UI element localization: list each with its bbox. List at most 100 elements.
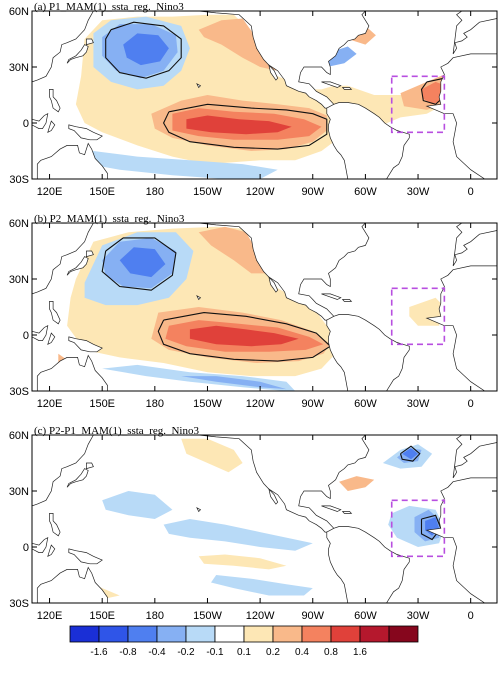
lon-label: 150W: [193, 186, 222, 198]
colorbar-label: 0.8: [324, 647, 338, 658]
colorbar-swatch: [156, 625, 187, 643]
colorbar-label: -0.1: [206, 647, 224, 658]
lat-label: 60N: [9, 218, 29, 230]
lon-label: 30W: [407, 186, 430, 198]
colorbar-swatch: [243, 625, 274, 643]
anomaly-patch: [339, 476, 375, 491]
lat-label: 0: [23, 118, 29, 130]
lat-label: 30N: [9, 486, 29, 498]
lon-label: 120W: [246, 398, 275, 410]
panel-b: (b) P2_MAM(1)_ssta_reg._Nino3 60N 30N 0 30S 1…: [0, 212, 500, 422]
anomaly-patch: [181, 376, 287, 390]
land-coastline: [36, 566, 108, 603]
panel-title: (b) P2_MAM(1)_ssta_reg._Nino3: [34, 213, 185, 225]
land-coastline: [32, 513, 33, 542]
contour-line: [157, 312, 332, 362]
land-coastline: [66, 468, 89, 488]
lon-label: 90W: [301, 610, 324, 622]
anomaly-patch: [198, 226, 268, 274]
plot-frame: [31, 434, 498, 604]
land-coastline: [196, 506, 202, 513]
plot-frame: [31, 10, 498, 180]
land-coastline: [49, 89, 61, 113]
lon-label: 0: [468, 186, 474, 198]
anomaly-patch: [119, 247, 166, 278]
land-coastline: [321, 505, 342, 512]
land-coastline: [66, 256, 89, 276]
colorbar-swatch: [127, 625, 158, 643]
map-a: (a) P1_MAM(1)_ssta_reg._Nino3 60N 30N 0 30S 1…: [9, 1, 498, 198]
land-coastline: [86, 462, 94, 470]
lat-label: 60N: [9, 430, 29, 442]
nino-region-box: [390, 75, 446, 134]
land-coastline: [452, 11, 497, 55]
lon-label: 60W: [354, 610, 377, 622]
land-coastline: [172, 223, 370, 321]
anomaly-patch: [198, 18, 278, 71]
panel-a: (a) P1_MAM(1)_ssta_reg._Nino3 60N 30N 0 30S 1…: [0, 0, 500, 210]
lon-label: 150W: [193, 398, 222, 410]
lon-label: 120E: [37, 610, 63, 622]
lat-label: 30S: [9, 386, 29, 398]
land-coastline: [391, 435, 407, 436]
contour-line: [162, 103, 328, 150]
colorbar-label: 0.4: [295, 647, 309, 658]
map-b: (b) P2_MAM(1)_ssta_reg._Nino3 60N 30N 0 30S 1…: [9, 213, 498, 410]
land-coastline: [268, 275, 279, 293]
anomaly-patch: [67, 151, 278, 179]
land-coastline: [49, 513, 61, 537]
colorbar-swatch: [359, 625, 390, 643]
land-coastline: [341, 299, 353, 302]
land-coastline: [268, 63, 279, 81]
colorbar-swatch: [214, 625, 245, 643]
land-coastline: [268, 487, 279, 505]
land-coastline: [47, 120, 56, 133]
lon-label: 120E: [37, 398, 63, 410]
land-coastline: [68, 124, 103, 141]
anomaly-patch: [163, 519, 313, 551]
land-coastline: [172, 11, 370, 109]
lon-label: 30W: [407, 398, 430, 410]
land-coastline: [32, 435, 94, 507]
lon-label: 120W: [246, 186, 275, 198]
colorbar-swatch: [330, 625, 361, 643]
colorbar-label: -0.2: [177, 647, 195, 658]
anomaly-patch: [211, 575, 313, 596]
land-coastline: [36, 354, 108, 391]
lat-label: 60N: [9, 6, 29, 18]
land-coastline: [86, 38, 94, 46]
nino-region-box: [390, 287, 446, 346]
land-coastline: [321, 81, 342, 88]
colorbar-label: 1.6: [353, 647, 367, 658]
map-c: (c) P2-P1_MAM(1)_ssta_reg._Nino3 60N 30N 0 3…: [9, 425, 498, 622]
colorbar-swatch: [98, 625, 129, 643]
colorbar-label: -0.4: [148, 647, 166, 658]
land-coastline: [341, 511, 353, 514]
land-coastline: [32, 113, 49, 129]
land-coastline: [47, 544, 56, 557]
land-coastline: [86, 250, 94, 258]
lon-label: 60W: [354, 186, 377, 198]
lon-label: 0: [468, 610, 474, 622]
panel-title: (a) P1_MAM(1)_ssta_reg._Nino3: [34, 1, 184, 13]
lat-label: 0: [23, 542, 29, 554]
land-coastline: [326, 102, 410, 179]
land-coastline: [452, 223, 497, 267]
land-coastline: [32, 223, 94, 295]
land-coastline: [196, 294, 202, 301]
anomaly-field: [32, 435, 497, 603]
lon-label: 150W: [193, 610, 222, 622]
land-coastline: [32, 325, 49, 341]
lat-label: 0: [23, 330, 29, 342]
colorbar-label: 0.1: [237, 647, 251, 658]
contour-line: [101, 237, 177, 291]
anomaly-patch: [402, 448, 418, 460]
land-coastline: [326, 314, 410, 391]
colorbar-label: 0.2: [266, 647, 280, 658]
land-coastline: [32, 537, 49, 553]
anomaly-patch: [198, 554, 287, 570]
contour-line: [399, 445, 421, 462]
lon-label: 90W: [301, 398, 324, 410]
land-coastline: [391, 223, 407, 224]
nino-region-box: [390, 499, 446, 558]
